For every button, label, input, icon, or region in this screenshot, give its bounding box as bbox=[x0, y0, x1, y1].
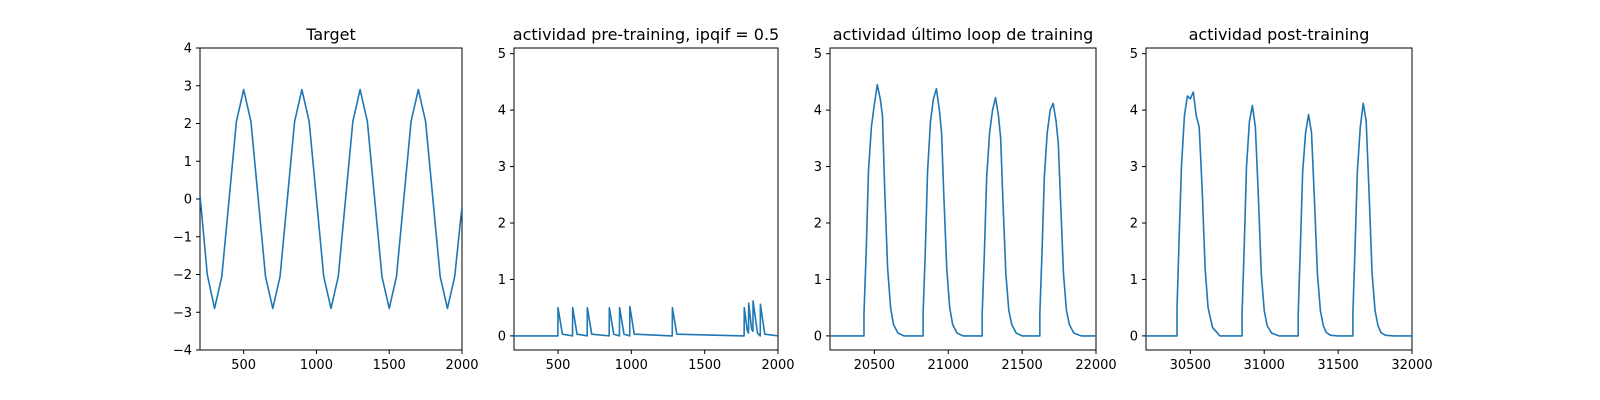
y-tick-label: 3 bbox=[498, 160, 506, 175]
y-tick-label: 2 bbox=[184, 117, 192, 132]
x-tick-label: 500 bbox=[546, 358, 571, 373]
y-tick-label: 0 bbox=[1130, 329, 1138, 344]
y-tick-label: 3 bbox=[184, 79, 192, 94]
series-line bbox=[1146, 91, 1412, 337]
x-tick-label: 21000 bbox=[928, 358, 969, 373]
x-tick-label: 2000 bbox=[445, 358, 478, 373]
y-tick-label: 1 bbox=[1130, 273, 1138, 288]
x-tick-label: 21500 bbox=[1001, 358, 1042, 373]
y-tick-label: 5 bbox=[1130, 47, 1138, 62]
y-tick-label: 3 bbox=[1130, 160, 1138, 175]
subplot-1: 500 1000 1500 2000 −4 −3 −2 −1 0 1 2 3 4 Target bbox=[173, 25, 479, 373]
x-tick-label: 20500 bbox=[854, 358, 895, 373]
y-tick-label: 1 bbox=[184, 155, 192, 170]
y-tick-label: 1 bbox=[814, 273, 822, 288]
y-tick-label: 4 bbox=[498, 104, 506, 119]
x-tick-label: 31500 bbox=[1317, 358, 1358, 373]
y-tick-label: 5 bbox=[498, 47, 506, 62]
y-tick-label: −3 bbox=[173, 306, 192, 321]
y-tick-label: −1 bbox=[173, 230, 192, 245]
x-tick-label: 22000 bbox=[1075, 358, 1116, 373]
y-tick-label: 0 bbox=[184, 193, 192, 208]
subplot-2: 500 1000 1500 2000 0 1 2 3 4 5 actividad pre-train… bbox=[498, 25, 795, 373]
y-tick-label: 1 bbox=[498, 273, 506, 288]
x-tick-label: 2000 bbox=[761, 358, 794, 373]
x-tick-label: 500 bbox=[231, 358, 256, 373]
y-tick-label: 4 bbox=[814, 104, 822, 119]
axes-frame bbox=[1145, 47, 1413, 351]
series-line bbox=[200, 88, 462, 310]
y-tick-label: 2 bbox=[814, 216, 822, 231]
chart-title: actividad pre-training, ipqif = 0.5 bbox=[513, 25, 779, 44]
chart-title: Target bbox=[305, 25, 356, 44]
x-tick-label: 1500 bbox=[373, 358, 406, 373]
x-tick-label: 32000 bbox=[1391, 358, 1432, 373]
y-tick-label: −4 bbox=[173, 344, 192, 359]
y-tick-label: 3 bbox=[814, 160, 822, 175]
y-tick-label: 4 bbox=[184, 42, 192, 57]
axes-frame bbox=[829, 47, 1097, 351]
axes-frame bbox=[513, 47, 779, 351]
chart-title: actividad último loop de training bbox=[833, 25, 1094, 44]
x-tick-label: 30500 bbox=[1170, 358, 1211, 373]
y-tick-label: 0 bbox=[498, 329, 506, 344]
y-tick-label: 0 bbox=[814, 329, 822, 344]
series-line bbox=[514, 300, 778, 337]
x-tick-label: 31000 bbox=[1244, 358, 1285, 373]
y-tick-label: 2 bbox=[1130, 216, 1138, 231]
y-tick-label: −2 bbox=[173, 268, 192, 283]
subplot-3: 20500 21000 21500 22000 0 1 2 3 4 5 actividad últi… bbox=[814, 25, 1117, 373]
x-tick-label: 1000 bbox=[615, 358, 648, 373]
x-tick-label: 1500 bbox=[688, 358, 721, 373]
y-tick-label: 5 bbox=[814, 47, 822, 62]
y-tick-label: 2 bbox=[498, 216, 506, 231]
y-tick-label: 4 bbox=[1130, 104, 1138, 119]
subplot-4: 30500 31000 31500 32000 0 1 2 3 4 5 actividad post… bbox=[1130, 25, 1433, 373]
chart-title: actividad post-training bbox=[1189, 25, 1370, 44]
axes-frame bbox=[199, 47, 463, 351]
series-line bbox=[830, 83, 1096, 337]
x-tick-label: 1000 bbox=[300, 358, 333, 373]
